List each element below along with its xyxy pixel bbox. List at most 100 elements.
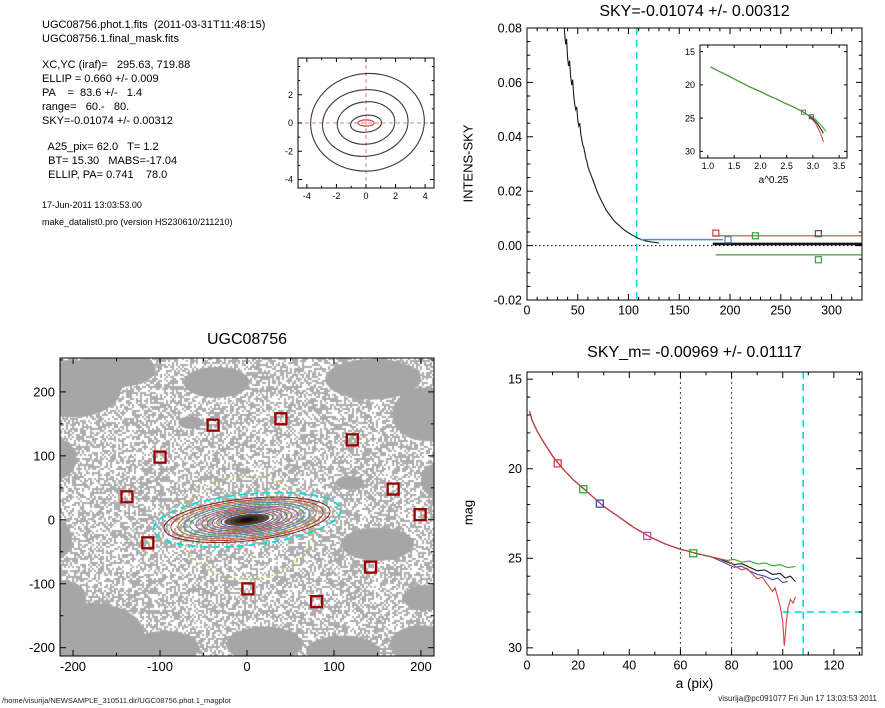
svg-text:1.5: 1.5 <box>728 161 741 171</box>
svg-text:-200: -200 <box>29 640 55 655</box>
svg-text:60: 60 <box>673 659 687 673</box>
mag-series <box>529 372 862 655</box>
svg-text:100: 100 <box>33 448 55 463</box>
svg-text:200: 200 <box>720 304 741 318</box>
info-line: A25_pix= 62.0 T= 1.2 <box>42 141 159 153</box>
svg-text:0: 0 <box>243 659 250 674</box>
svg-text:0.02: 0.02 <box>498 185 522 199</box>
svg-text:200: 200 <box>410 659 432 674</box>
svg-text:100: 100 <box>772 659 793 673</box>
svg-text:0: 0 <box>48 512 55 527</box>
svg-text:3.5: 3.5 <box>833 161 846 171</box>
info-line: PA = 83.6 +/- 1.4 <box>42 87 143 99</box>
svg-text:0: 0 <box>288 118 293 128</box>
svg-text:20: 20 <box>685 80 695 90</box>
svg-text:25: 25 <box>685 113 695 123</box>
intens-sky-plot: 0 50 100 150 200 250 300 -0.02 0.00 0.02 0.04 0.06 0… <box>494 21 863 318</box>
svg-text:-2: -2 <box>332 191 340 201</box>
derived-parameter-lines: A25_pix= 62.0 T= 1.2 BT= 15.30 MABS=-17.… <box>42 140 282 182</box>
svg-text:0.00: 0.00 <box>498 239 522 253</box>
mag-tick-labels: 0 20 40 60 80 100 120 15 20 25 30 <box>508 373 844 673</box>
svg-text:0: 0 <box>524 659 531 673</box>
svg-text:0.08: 0.08 <box>498 21 522 35</box>
intens-series <box>527 28 862 300</box>
mag-axes <box>526 371 863 656</box>
svg-text:30: 30 <box>685 147 695 157</box>
svg-text:100: 100 <box>618 304 639 318</box>
svg-text:1.0: 1.0 <box>702 161 715 171</box>
svg-text:-4: -4 <box>303 191 311 201</box>
svg-text:2.0: 2.0 <box>754 161 767 171</box>
program-version-line: make_datalist0.pro (version HS230610/211… <box>42 217 282 228</box>
galaxy-tick-labels: -200 -100 0 100 200 -200 -100 0 100 200 <box>29 384 432 674</box>
svg-text:15: 15 <box>685 47 695 57</box>
svg-text:120: 120 <box>823 659 844 673</box>
svg-text:300: 300 <box>821 304 842 318</box>
svg-text:2: 2 <box>393 191 398 201</box>
info-line: SKY=-0.01074 +/- 0.00312 <box>42 115 173 127</box>
svg-text:150: 150 <box>669 304 690 318</box>
svg-text:15: 15 <box>508 373 522 387</box>
ellipse-contour-thumbnail: -4 -2 0 2 4 -4 -2 0 2 <box>285 57 435 201</box>
svg-text:-200: -200 <box>60 659 86 674</box>
info-line: ELLIP, PA= 0.741 78.0 <box>42 169 168 181</box>
info-line: make_datalist0.pro (version HS230610/211… <box>42 217 233 227</box>
mag-xlabel: a (pix) <box>675 676 714 691</box>
svg-text:0: 0 <box>363 191 368 201</box>
output-path: /home/visurija/NEWSAMPLE_310511.dir/UGC0… <box>2 696 231 705</box>
mag-title: SKY_m= -0.00969 +/- 0.01117 <box>587 344 802 361</box>
thumb-tick-labels: -4 -2 0 2 4 -4 -2 0 2 <box>285 90 428 201</box>
svg-text:-100: -100 <box>29 576 55 591</box>
svg-text:0.06: 0.06 <box>498 76 522 90</box>
galaxy-title: UGC08756 <box>206 331 288 348</box>
inset-tick-labels: 1.0 1.5 2.0 2.5 3.0 3.5 15 20 25 30 <box>685 47 845 171</box>
svg-text:80: 80 <box>725 659 739 673</box>
svg-text:30: 30 <box>508 641 522 655</box>
thumb-axes <box>297 57 435 189</box>
info-line: UGC08756.1.final_mask.fits <box>42 33 179 45</box>
masked-star-squares <box>120 412 427 609</box>
info-line: XC,YC (iraf)= 295.63, 719.88 <box>42 59 191 71</box>
info-line: BT= 15.30 MABS=-17.04 <box>42 155 178 167</box>
info-line: ELLIP = 0.660 +/- 0.009 <box>42 73 159 85</box>
thumb-contours <box>298 58 434 188</box>
svg-text:-4: -4 <box>285 175 293 185</box>
user-timestamp: visurija@pc091077 Fri Jun 17 13:03:53 20… <box>718 694 877 703</box>
intens-markers <box>712 229 822 264</box>
intens-sky-title: SKY=-0.01074 +/- 0.00312 <box>599 3 790 20</box>
svg-text:50: 50 <box>571 304 585 318</box>
svg-text:20: 20 <box>508 462 522 476</box>
svg-text:-100: -100 <box>147 659 173 674</box>
svg-text:100: 100 <box>323 659 345 674</box>
fits-file-lines: UGC08756.phot.1.fits (2011-03-31T11:48:1… <box>42 18 282 46</box>
svg-text:0.04: 0.04 <box>498 130 522 144</box>
info-line: range= 60.- 80. <box>42 101 130 113</box>
timestamp-line: 17-Jun-2011 13:03:53.00 <box>42 200 282 211</box>
info-block: UGC08756.phot.1.fits (2011-03-31T11:48:1… <box>42 18 282 234</box>
intens-axes <box>526 27 863 301</box>
info-line: 17-Jun-2011 13:03:53.00 <box>42 200 142 210</box>
svg-text:4: 4 <box>423 191 428 201</box>
info-line: UGC08756.phot.1.fits (2011-03-31T11:48:1… <box>42 19 266 31</box>
inset-markers <box>800 109 814 120</box>
svg-text:-0.02: -0.02 <box>494 293 523 307</box>
svg-text:0: 0 <box>524 304 531 318</box>
intens-tick-labels: 0 50 100 150 200 250 300 -0.02 0.00 0.02 0.04 0.06 0… <box>494 21 843 317</box>
svg-text:2: 2 <box>288 90 293 100</box>
mag-markers <box>553 459 698 558</box>
mag-growth-plot: 0 20 40 60 80 100 120 15 20 25 30 <box>508 371 863 673</box>
svg-text:40: 40 <box>622 659 636 673</box>
svg-text:200: 200 <box>33 384 55 399</box>
inset-series <box>710 66 827 143</box>
fit-parameter-lines: XC,YC (iraf)= 295.63, 719.88 ELLIP = 0.66… <box>42 58 282 128</box>
svg-text:3.0: 3.0 <box>807 161 820 171</box>
svg-text:250: 250 <box>770 304 791 318</box>
galaxy-axes <box>59 357 435 657</box>
galaxy-isophotes <box>152 474 342 581</box>
inset-axes <box>699 44 848 159</box>
svg-text:-2: -2 <box>285 146 293 156</box>
svg-text:2.5: 2.5 <box>780 161 793 171</box>
svg-text:25: 25 <box>508 552 522 566</box>
svg-text:20: 20 <box>571 659 585 673</box>
